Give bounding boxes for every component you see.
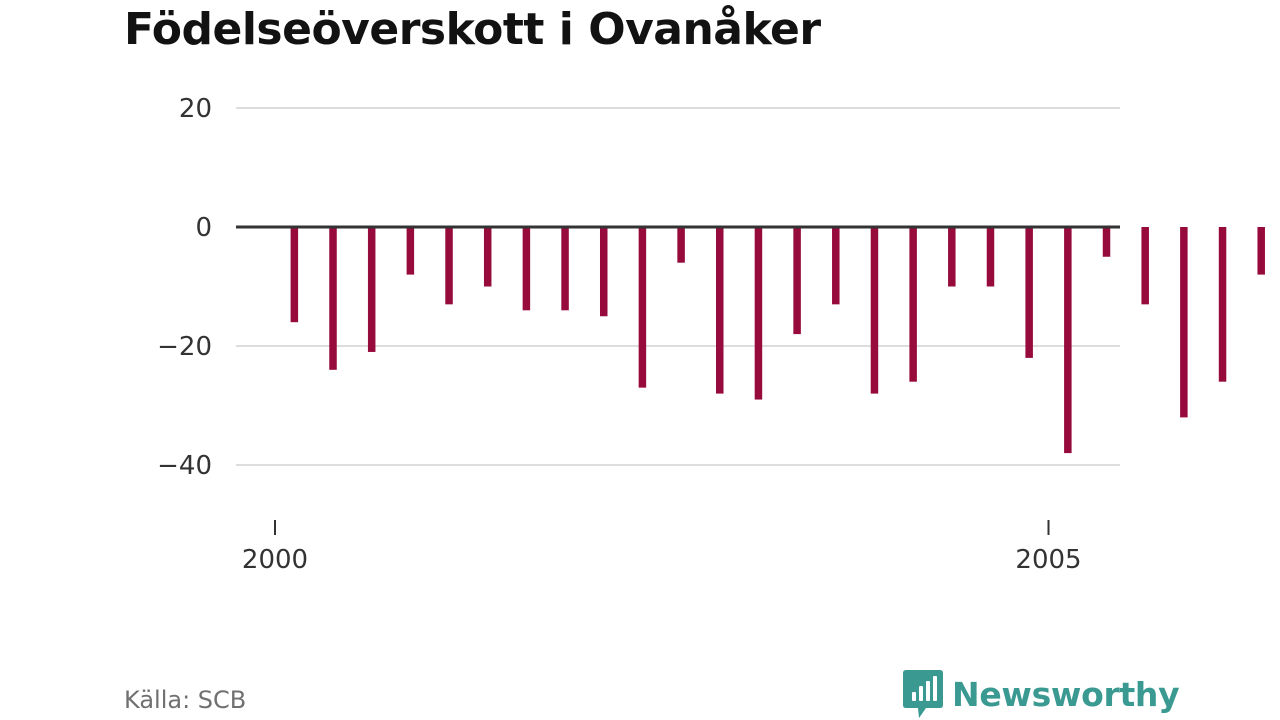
bar [986, 227, 995, 287]
brand-name: Newsworthy [952, 674, 1180, 714]
x-tick-label: 2005 [1015, 545, 1081, 575]
brand: Newsworthy [902, 668, 1180, 720]
bar [870, 227, 879, 394]
bar [1180, 227, 1188, 418]
bar [1257, 227, 1265, 275]
bar [638, 227, 647, 388]
y-tick-label: −20 [157, 332, 212, 362]
gridlines [236, 107, 1120, 466]
bar [948, 227, 956, 287]
bar [445, 227, 453, 305]
bar [290, 227, 299, 323]
bar [1025, 227, 1033, 358]
bar [1141, 227, 1149, 305]
bar [561, 227, 569, 311]
bar [1102, 227, 1111, 257]
y-axis-labels: 20 0 −20 −40 [157, 94, 212, 481]
y-tick-label: 20 [179, 94, 212, 124]
bar [599, 227, 608, 317]
bar [522, 227, 531, 311]
chart-title: Födelseöverskott i Ovanåker [124, 4, 821, 55]
bar [1064, 227, 1072, 454]
bar [832, 227, 840, 305]
y-tick-label: 0 [195, 213, 212, 243]
bar [329, 227, 337, 370]
x-axis: 200020052010201520202025 [242, 520, 1082, 575]
bar [406, 227, 415, 275]
x-tick-label: 2000 [242, 545, 308, 575]
bars [290, 227, 1265, 454]
y-tick-label: −40 [157, 451, 212, 481]
bar [754, 227, 763, 400]
bar [367, 227, 376, 352]
newsworthy-logo-icon [903, 670, 943, 718]
bar [677, 227, 685, 263]
bar [716, 227, 724, 394]
bar [909, 227, 917, 382]
bar [1218, 227, 1227, 382]
bar [483, 227, 492, 287]
source-note: Källa: SCB [124, 686, 247, 714]
bar [793, 227, 801, 335]
